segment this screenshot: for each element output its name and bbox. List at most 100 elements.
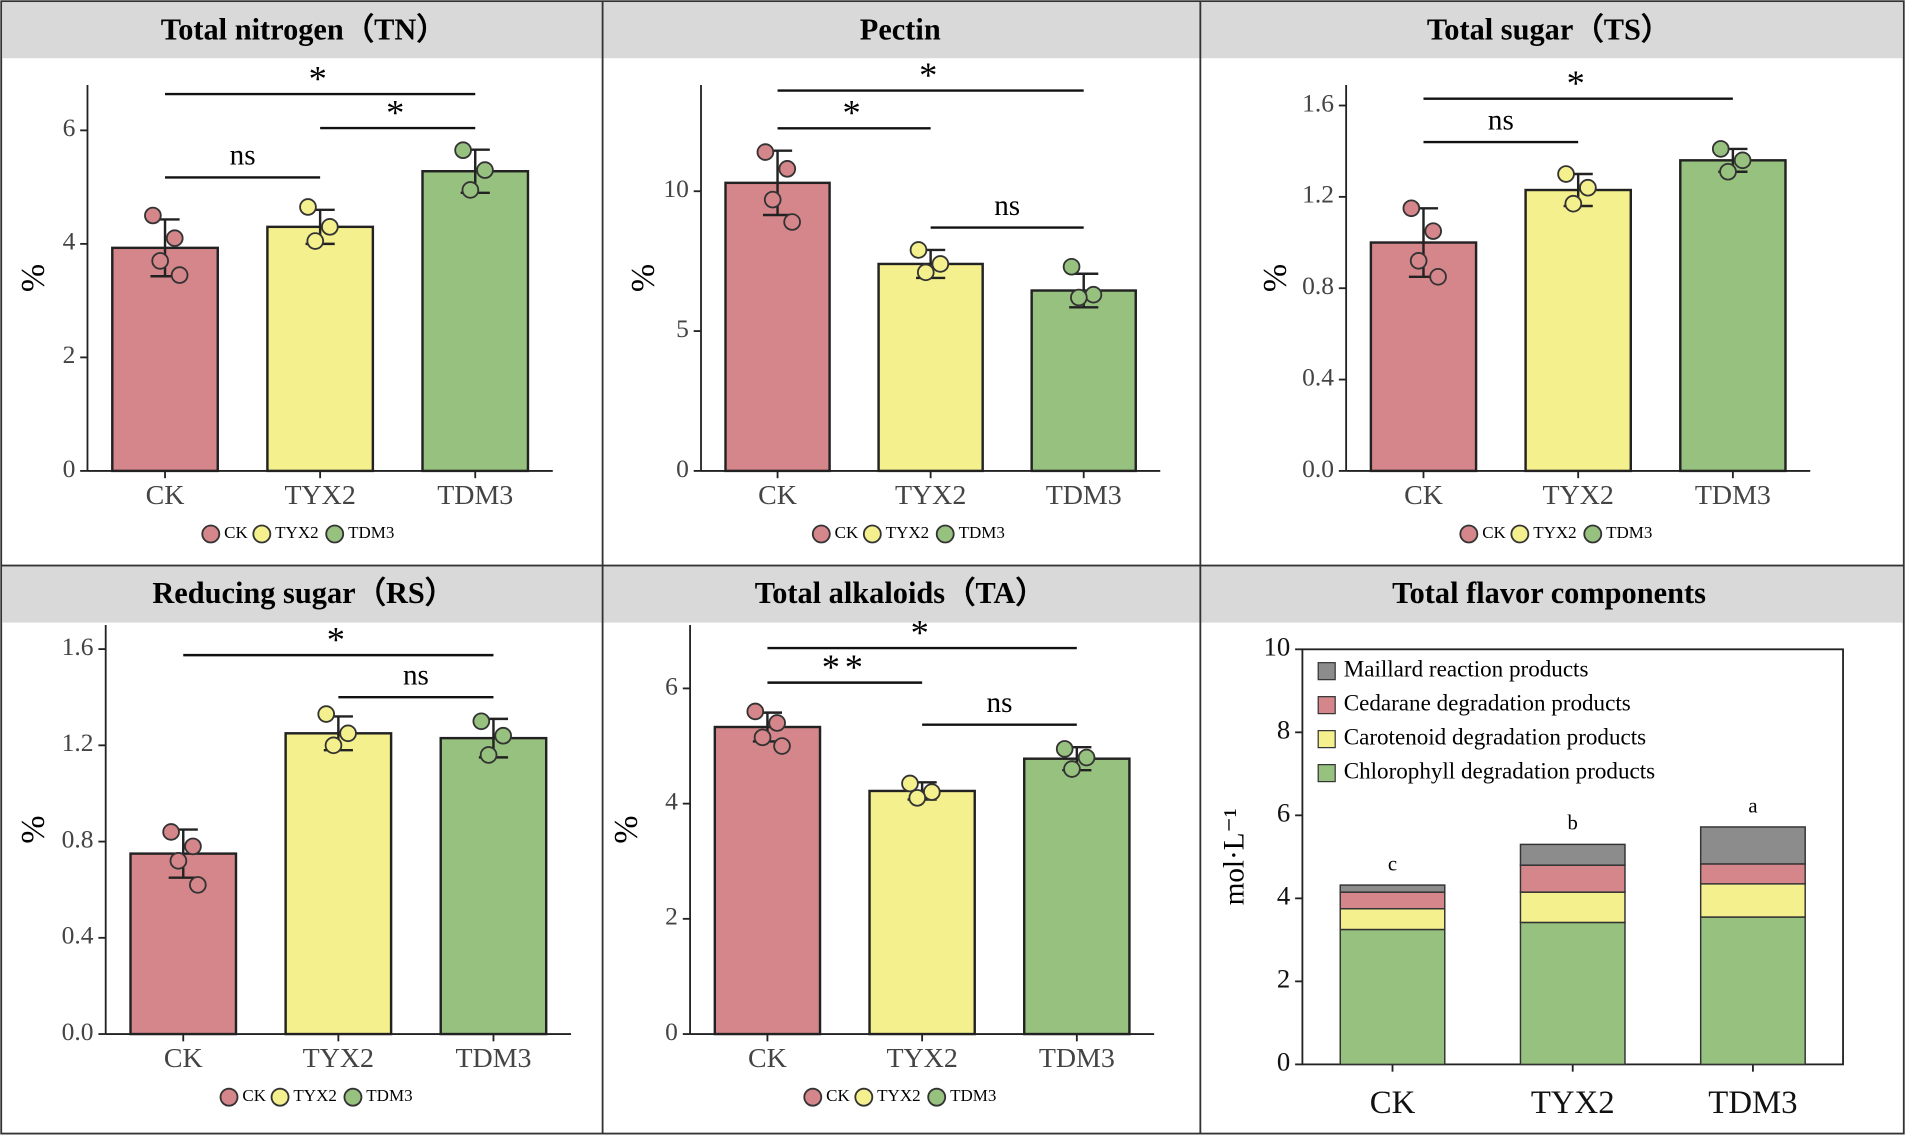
- data-point: [479, 746, 498, 764]
- y-tick-label: 0.0: [62, 1017, 94, 1046]
- y-axis-label: %: [1257, 264, 1294, 292]
- bar: [877, 262, 984, 473]
- y-tick-label: 2: [63, 340, 76, 369]
- data-point: [783, 213, 801, 231]
- y-tick-label: 0.8: [62, 824, 94, 853]
- data-point: [151, 252, 169, 270]
- data-point: [494, 726, 512, 745]
- legend-label: TDM3: [959, 523, 1005, 542]
- legend-label: TDM3: [348, 523, 394, 542]
- x-tick-label: TYX2: [303, 1043, 374, 1074]
- y-tick-label: 1.6: [62, 632, 94, 661]
- legend-label: CK: [835, 523, 859, 542]
- y-tick-label: 0.8: [1302, 271, 1334, 300]
- panel-title: Reducing sugar（RS）: [152, 576, 455, 610]
- y-tick-label: 10: [1264, 631, 1291, 661]
- legend-label: TYX2: [293, 1086, 336, 1105]
- bar-segment: [1339, 891, 1446, 910]
- y-tick-label: 4: [665, 786, 678, 815]
- x-tick-label: CK: [758, 480, 797, 511]
- data-point: [165, 229, 184, 248]
- bar: [266, 225, 375, 473]
- y-tick-label: 8: [1277, 714, 1290, 744]
- legend-label: TDM3: [950, 1086, 996, 1105]
- data-point: [162, 823, 180, 841]
- data-point: [324, 736, 343, 755]
- data-point: [1429, 267, 1447, 286]
- bar: [111, 246, 219, 473]
- data-point: [923, 783, 941, 801]
- significance-label: ns: [987, 687, 1013, 719]
- y-tick-label: 4: [63, 227, 76, 256]
- title-band: [2, 566, 1903, 623]
- bar: [421, 170, 530, 473]
- legend-swatch: [927, 1087, 947, 1107]
- data-point: [768, 714, 786, 732]
- y-axis-label: %: [15, 815, 52, 843]
- bar: [868, 789, 976, 1036]
- legend-label: TDM3: [1606, 523, 1652, 542]
- y-axis-label: mol·L⁻¹: [1218, 808, 1250, 905]
- y-tick-label: 0.0: [1302, 454, 1334, 483]
- y-tick-label: 1.6: [1302, 88, 1334, 117]
- y-tick-label: 6: [665, 671, 678, 700]
- bar-segment: [1519, 843, 1626, 866]
- legend-label: Chlorophyll degradation products: [1344, 757, 1655, 783]
- y-tick-label: 1.2: [1302, 180, 1334, 209]
- bar-segment: [1339, 908, 1446, 931]
- significance-label: ns: [1488, 104, 1514, 136]
- bar-segment: [1339, 884, 1446, 893]
- bar-label: c: [1388, 853, 1397, 875]
- bar-label: b: [1568, 813, 1578, 835]
- panel-title: Total flavor components: [1392, 576, 1706, 610]
- x-tick-label: TYX2: [886, 1043, 957, 1074]
- x-tick-label: TDM3: [1695, 480, 1771, 511]
- bar-segment: [1339, 928, 1446, 1066]
- data-point: [916, 263, 935, 282]
- data-point: [908, 789, 927, 807]
- significance-label: ns: [403, 659, 429, 691]
- data-point: [1077, 748, 1096, 767]
- x-tick-label: TDM3: [1039, 1043, 1115, 1074]
- x-tick-label: CK: [1404, 480, 1443, 511]
- data-point: [299, 198, 317, 216]
- data-point: [170, 266, 189, 284]
- data-point: [756, 143, 775, 161]
- y-axis-label: %: [15, 264, 52, 292]
- legend-label: Cedarane degradation products: [1344, 689, 1631, 715]
- legend-label: TYX2: [886, 523, 929, 542]
- data-point: [476, 161, 494, 179]
- data-point: [189, 876, 207, 894]
- y-tick-label: 0: [63, 454, 76, 483]
- x-tick-label: TDM3: [1708, 1085, 1797, 1121]
- legend-label: CK: [242, 1086, 266, 1105]
- data-point: [1070, 288, 1088, 307]
- data-point: [461, 181, 480, 199]
- x-tick-label: TDM3: [455, 1043, 531, 1074]
- bar: [1524, 188, 1632, 473]
- legend-swatch: [1317, 662, 1336, 681]
- legend-swatch: [854, 1087, 874, 1107]
- data-point: [144, 206, 162, 225]
- legend-swatch: [1459, 524, 1479, 544]
- y-tick-label: 2: [1277, 964, 1290, 994]
- data-point: [778, 160, 797, 178]
- x-tick-label: TDM3: [1046, 480, 1122, 511]
- bar: [1030, 289, 1137, 473]
- y-tick-label: 0.4: [62, 921, 94, 950]
- y-axis-label: %: [608, 815, 645, 843]
- data-point: [184, 837, 202, 856]
- bar-segment: [1519, 891, 1626, 924]
- data-point: [1402, 199, 1421, 218]
- legend-label: Carotenoid degradation products: [1344, 723, 1646, 749]
- legend-label: TYX2: [1533, 523, 1576, 542]
- data-point: [931, 255, 950, 273]
- data-point: [1063, 760, 1081, 778]
- data-point: [1409, 252, 1428, 270]
- y-tick-label: 1.2: [62, 728, 94, 757]
- data-point: [1733, 151, 1752, 170]
- bar: [724, 181, 831, 473]
- bar: [129, 852, 238, 1036]
- bar-segment: [1519, 864, 1626, 893]
- legend-swatch: [1317, 696, 1336, 715]
